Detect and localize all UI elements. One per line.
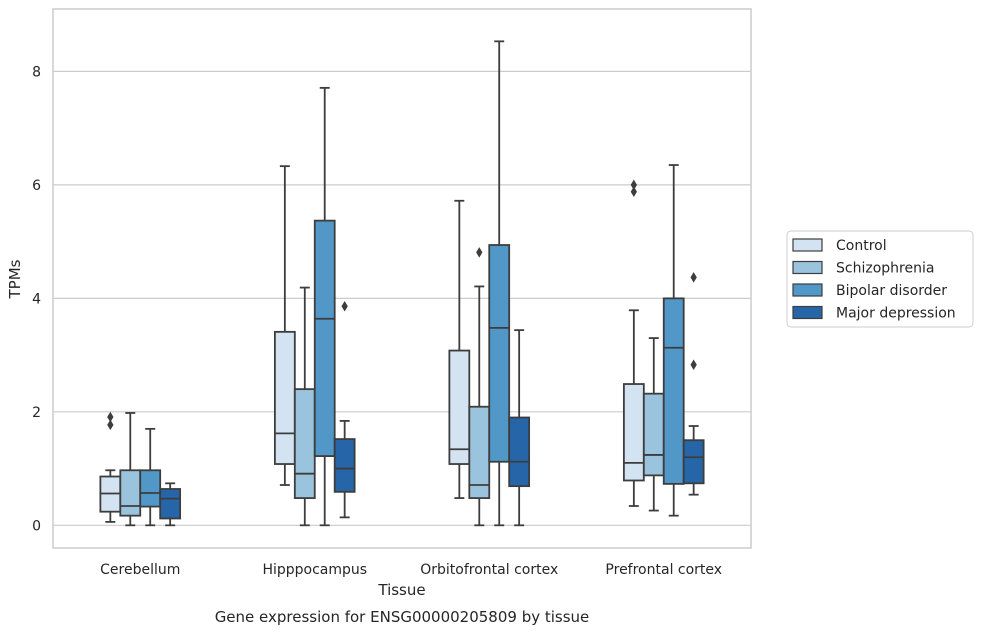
box-major-depression bbox=[333, 301, 356, 519]
legend-swatch bbox=[792, 260, 823, 275]
box-body bbox=[139, 469, 162, 508]
boxes bbox=[99, 40, 705, 527]
legend-swatch bbox=[792, 283, 823, 297]
outlier-point bbox=[690, 359, 697, 370]
box-bipolar-disorder bbox=[488, 40, 511, 527]
box-schizophrenia bbox=[642, 337, 665, 512]
box-major-depression bbox=[159, 482, 182, 527]
chart-caption: Gene expression for ENSG00000205809 by t… bbox=[215, 608, 590, 626]
box-major-depression bbox=[508, 329, 531, 527]
box-schizophrenia bbox=[468, 247, 491, 527]
x-tick-label: Cerebellum bbox=[100, 562, 180, 578]
outlier-point bbox=[107, 411, 114, 423]
outlier-point bbox=[476, 247, 483, 258]
box-body bbox=[488, 244, 511, 463]
box-body bbox=[293, 388, 316, 499]
plot-frame bbox=[52, 8, 752, 549]
legend-swatch bbox=[792, 238, 823, 252]
outlier-point bbox=[630, 186, 637, 197]
box-body bbox=[662, 297, 685, 485]
x-tick-label: Hipppocampus bbox=[262, 562, 367, 578]
legend-item: Schizophrenia bbox=[792, 260, 934, 277]
legend-swatch bbox=[792, 305, 823, 320]
y-tick-labels: 0 2 4 6 8 bbox=[32, 64, 41, 534]
box-body bbox=[448, 349, 471, 465]
box-bipolar-disorder bbox=[662, 164, 685, 517]
box-bipolar-disorder bbox=[313, 86, 336, 527]
box-schizophrenia bbox=[293, 286, 316, 527]
box-body bbox=[313, 219, 336, 457]
box-control bbox=[99, 411, 122, 523]
box-control bbox=[622, 179, 645, 507]
box-body bbox=[682, 439, 705, 485]
y-tick-label: 6 bbox=[32, 178, 41, 194]
box-body bbox=[508, 416, 531, 488]
outlier-point bbox=[107, 419, 114, 431]
y-axis-label: TPMs bbox=[6, 259, 24, 299]
box-body bbox=[622, 383, 645, 482]
box-control bbox=[448, 199, 471, 499]
y-tick-label: 2 bbox=[32, 405, 41, 421]
box-body bbox=[159, 488, 182, 520]
outlier-point bbox=[630, 179, 637, 191]
box-body bbox=[119, 469, 142, 517]
outlier-point bbox=[690, 272, 697, 283]
x-axis-label: Tissue bbox=[377, 581, 425, 599]
x-tick-label: Orbitofrontal cortex bbox=[420, 562, 558, 578]
legend-label: Bipolar disorder bbox=[836, 283, 947, 299]
box-body bbox=[273, 330, 296, 465]
y-tick-label: 8 bbox=[32, 64, 41, 80]
box-bipolar-disorder bbox=[139, 427, 162, 527]
legend-item: Major depression bbox=[792, 305, 956, 322]
legend-item: Bipolar disorder bbox=[792, 283, 947, 299]
legend-item: Control bbox=[792, 238, 887, 254]
legend-label: Control bbox=[836, 238, 887, 254]
legend-frame bbox=[786, 230, 974, 328]
box-body bbox=[333, 438, 356, 493]
x-tick-labels: Cerebellum Hipppocampus Orbitofrontal cort… bbox=[100, 562, 722, 578]
legend-label: Major depression bbox=[836, 306, 956, 322]
box-major-depression bbox=[682, 272, 705, 496]
x-tick-label: Prefrontal cortex bbox=[605, 562, 722, 578]
outlier-point bbox=[341, 301, 348, 312]
legend: Control Schizophrenia Bipolar disorder Majo… bbox=[786, 230, 974, 328]
box-body bbox=[642, 392, 665, 477]
box-control bbox=[273, 165, 296, 486]
box-schizophrenia bbox=[119, 412, 142, 527]
legend-label: Schizophrenia bbox=[836, 261, 934, 277]
y-tick-label: 0 bbox=[32, 518, 41, 534]
y-tick-label: 4 bbox=[32, 291, 41, 307]
